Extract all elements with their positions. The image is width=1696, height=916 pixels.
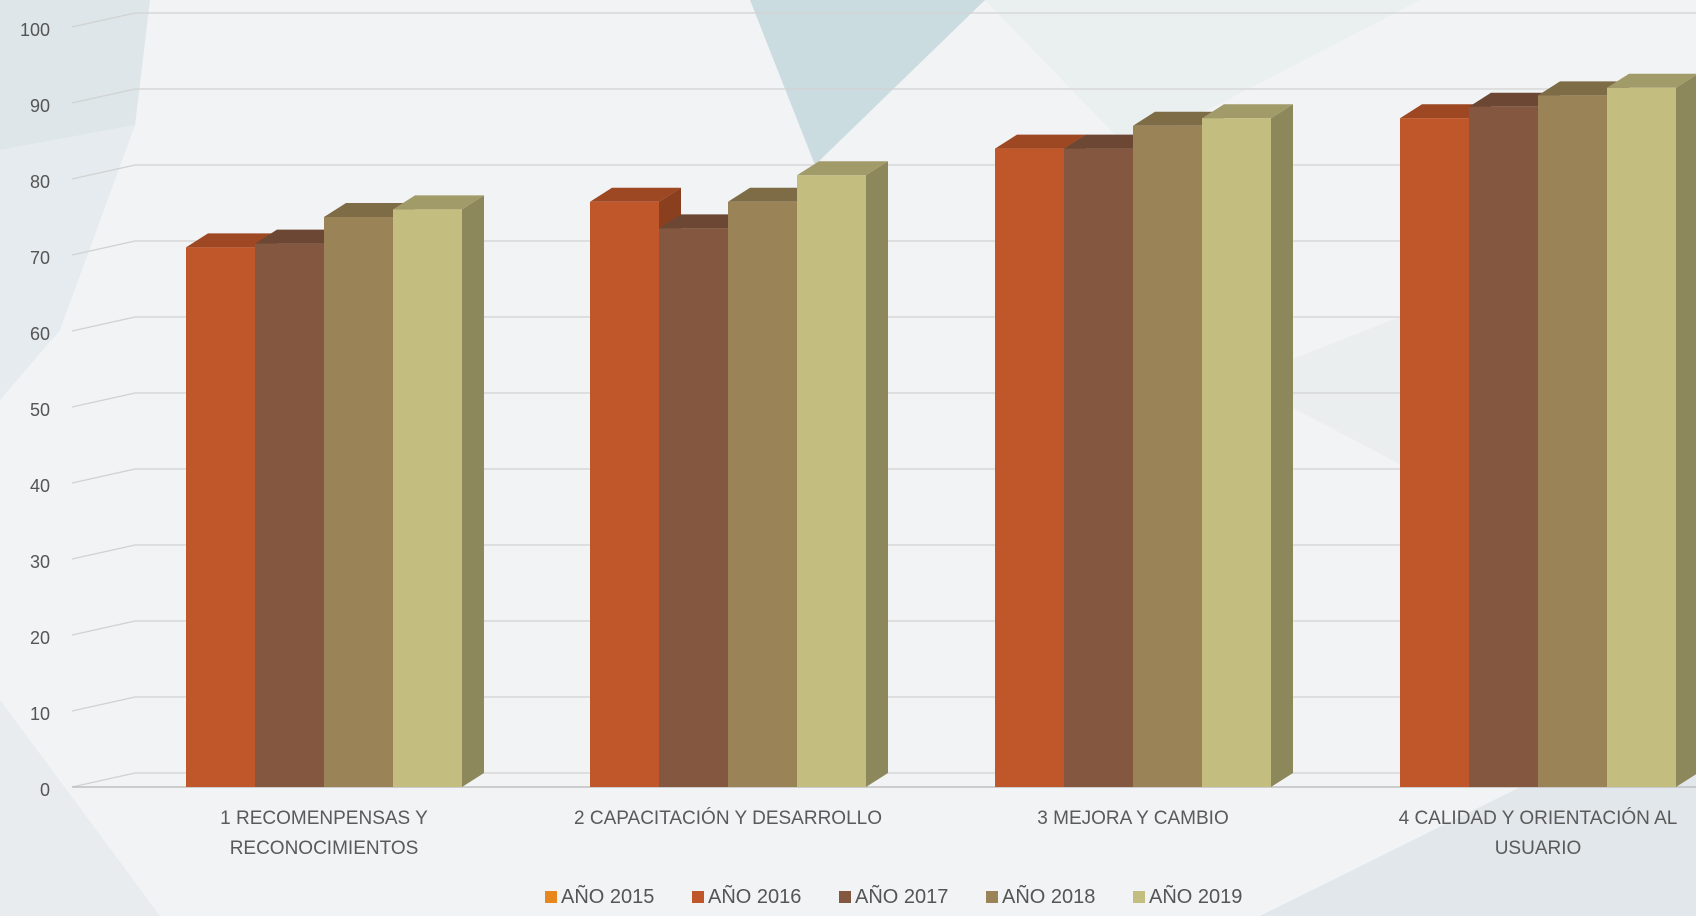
gridline-side xyxy=(71,696,136,712)
gridline-side xyxy=(71,468,136,484)
legend-label: AÑO 2018 xyxy=(1002,884,1095,908)
gridline-side xyxy=(71,620,136,636)
bar-top xyxy=(995,134,1086,149)
bar-side xyxy=(1271,104,1293,787)
bar-top xyxy=(1400,104,1491,119)
bar-top xyxy=(393,195,484,210)
legend-label: AÑO 2015 xyxy=(561,884,654,908)
x-tick-label: 3 MEJORA Y CAMBIO xyxy=(1037,808,1228,829)
bar-front xyxy=(1202,118,1271,787)
bar-top xyxy=(324,203,415,217)
bar-front xyxy=(186,247,255,787)
bar-front xyxy=(1469,106,1538,788)
gridline-side xyxy=(71,392,136,408)
bar-front xyxy=(1400,118,1469,787)
bar-top xyxy=(1469,92,1560,107)
bar-side xyxy=(462,195,484,787)
gridline-side xyxy=(71,240,136,256)
y-tick-label: 90 xyxy=(30,96,50,116)
y-tick-label: 0 xyxy=(40,780,50,800)
bar-front xyxy=(1064,148,1133,788)
bar-top xyxy=(590,187,681,202)
bar-1-4 xyxy=(797,161,888,787)
bar-top xyxy=(1607,73,1696,88)
legend-swatch xyxy=(545,891,557,903)
y-tick-label: 40 xyxy=(30,476,50,496)
y-tick-label: 60 xyxy=(30,324,50,344)
gridline-side xyxy=(71,88,136,104)
legend-label: AÑO 2016 xyxy=(708,884,801,908)
bar-front xyxy=(393,209,462,787)
legend: AÑO 2015 AÑO 2016 AÑO 2017 AÑO 2018 AÑO 2019 xyxy=(545,884,1242,908)
bar-top xyxy=(1064,134,1155,149)
legend-item: AÑO 2015 xyxy=(545,884,654,908)
x-tick-label: USUARIO xyxy=(1495,838,1582,859)
bars xyxy=(186,73,1696,788)
bar-front xyxy=(728,201,797,788)
bar-front xyxy=(324,217,393,787)
bar-front xyxy=(255,243,324,788)
x-tick-label: 4 CALIDAD Y ORIENTACIÓN AL xyxy=(1399,807,1678,829)
gridline-side xyxy=(71,772,136,788)
bar-front xyxy=(797,175,866,787)
bar-front xyxy=(590,201,659,788)
gridline-side xyxy=(71,12,136,28)
legend-swatch xyxy=(986,891,998,903)
y-tick-label: 10 xyxy=(30,704,50,724)
y-tick-label: 30 xyxy=(30,552,50,572)
x-tick-label: 2 CAPACITACIÓN Y DESARROLLO xyxy=(574,807,882,829)
gridline-side xyxy=(71,164,136,180)
gridline-side xyxy=(71,316,136,332)
y-tick-label: 20 xyxy=(30,628,50,648)
legend-item: AÑO 2019 xyxy=(1133,884,1242,908)
bar-top xyxy=(728,187,819,202)
y-tick-label: 100 xyxy=(20,20,50,40)
legend-item: AÑO 2017 xyxy=(839,884,948,908)
bar-top xyxy=(659,214,750,229)
bar-2-4 xyxy=(1202,104,1293,787)
gridline-side xyxy=(71,544,136,560)
bar-front xyxy=(995,148,1064,788)
bar-top xyxy=(1133,111,1224,126)
y-tick-label: 80 xyxy=(30,172,50,192)
bar-side xyxy=(1676,75,1696,787)
bar-front xyxy=(659,228,728,787)
y-tick-label: 50 xyxy=(30,400,50,420)
legend-label: AÑO 2019 xyxy=(1149,884,1242,908)
bar-front xyxy=(1538,95,1607,787)
bar-top xyxy=(255,229,346,244)
legend-swatch xyxy=(692,891,704,903)
legend-label: AÑO 2017 xyxy=(855,884,948,908)
y-tick-label: 70 xyxy=(30,248,50,268)
bar-top xyxy=(186,233,277,248)
legend-item: AÑO 2018 xyxy=(986,884,1095,908)
x-tick-label: RECONOCIMIENTOS xyxy=(230,838,419,859)
legend-swatch xyxy=(1133,891,1145,903)
bar-top xyxy=(1202,104,1293,119)
bar-3-4 xyxy=(1607,73,1696,788)
legend-swatch xyxy=(839,891,851,903)
bar-front xyxy=(1607,87,1676,788)
legend-item: AÑO 2016 xyxy=(692,884,801,908)
x-axis-labels: 1 RECOMENPENSAS Y RECONOCIMIENTOS 2 CAPACI… xyxy=(220,807,1677,859)
bar-top xyxy=(797,161,888,176)
x-tick-label: 1 RECOMENPENSAS Y xyxy=(220,808,428,829)
bar-front xyxy=(1133,125,1202,788)
bar-top xyxy=(1538,81,1629,96)
bar-side xyxy=(866,161,888,787)
bar-0-4 xyxy=(393,195,484,787)
